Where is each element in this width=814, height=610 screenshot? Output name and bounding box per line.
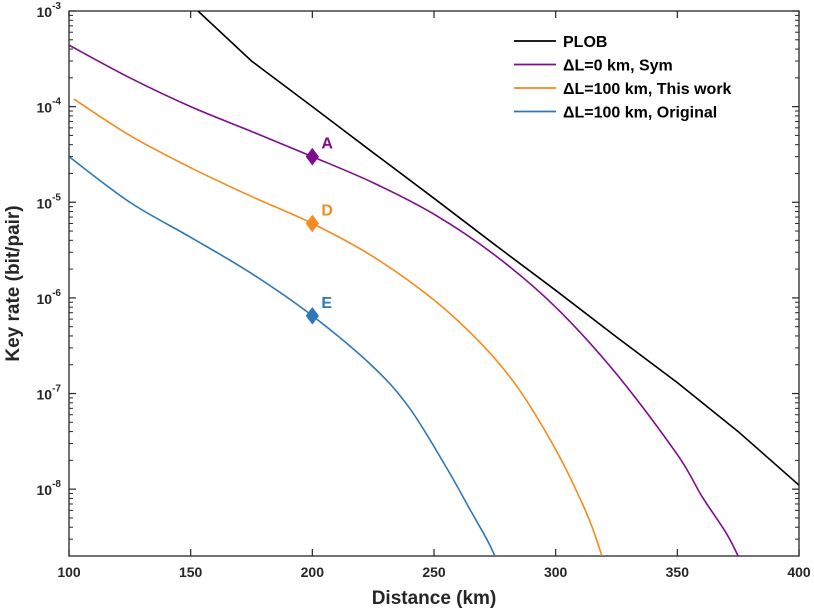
- x-tick-label: 250: [422, 564, 446, 580]
- y-tick-label: 10-5: [37, 192, 62, 211]
- x-tick-label: 100: [57, 564, 81, 580]
- y-tick-label: 10-3: [37, 1, 62, 20]
- point-label-a: A: [321, 136, 333, 153]
- legend-entry-3: ΔL=100 km, This work: [514, 81, 732, 98]
- legend-entry-4: ΔL=100 km, Original: [514, 105, 717, 122]
- x-tick-label: 150: [179, 564, 203, 580]
- x-tick-label: 350: [666, 564, 690, 580]
- legend-entry-1: PLOB: [514, 34, 607, 51]
- x-tick-label: 300: [544, 564, 568, 580]
- legend: PLOB ΔL=0 km, Sym ΔL=100 km, This work ΔL=1…: [506, 27, 788, 127]
- point-marker-a: [305, 147, 319, 166]
- tick-layer: [68, 10, 800, 556]
- x-axis-title: Distance (km): [372, 588, 497, 609]
- y-tick-label: 10-4: [37, 97, 62, 116]
- series-line-4: [69, 155, 496, 556]
- series-line-1: [197, 11, 799, 486]
- legend-label: ΔL=100 km, This work: [563, 81, 732, 98]
- legend-box: [506, 27, 788, 127]
- legend-entry-2: ΔL=0 km, Sym: [514, 58, 673, 75]
- point-marker-d: [305, 214, 319, 233]
- series-layer: [69, 11, 799, 556]
- point-label-e: E: [321, 295, 332, 312]
- y-axis-title: Key rate (bit/pair): [3, 205, 24, 361]
- series-line-2: [69, 44, 739, 556]
- legend-label: PLOB: [563, 34, 607, 51]
- marker-layer: A D E: [305, 136, 333, 325]
- legend-label: ΔL=100 km, Original: [563, 105, 717, 122]
- x-tick-labels: 100 150 200 250 300 350 400: [57, 564, 811, 580]
- legend-label: ΔL=0 km, Sym: [563, 58, 673, 75]
- x-tick-label: 400: [787, 564, 811, 580]
- x-tick-label: 200: [301, 564, 325, 580]
- y-tick-label: 10-8: [37, 479, 62, 498]
- y-tick-labels: 10-8 10-7 10-6 10-5 10-4 10-3: [37, 1, 62, 498]
- y-tick-label: 10-6: [37, 288, 62, 307]
- point-label-d: D: [321, 202, 333, 219]
- y-tick-label: 10-7: [37, 384, 62, 403]
- series-line-3: [73, 98, 603, 556]
- point-marker-e: [305, 306, 319, 325]
